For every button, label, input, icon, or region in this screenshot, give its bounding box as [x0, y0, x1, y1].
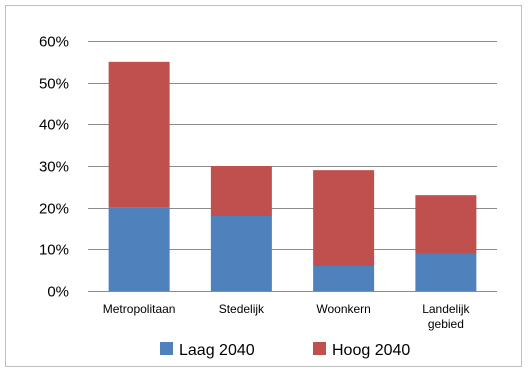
legend-label: Laag 2040 — [179, 342, 255, 359]
y-tick-label: 0% — [47, 284, 69, 301]
y-tick-label: 40% — [39, 117, 69, 134]
legend-swatch — [313, 342, 326, 355]
bar-segment — [313, 266, 375, 291]
y-tick-label: 60% — [39, 34, 69, 51]
bars — [108, 61, 477, 291]
x-tick-label: Stedelijk — [219, 302, 265, 316]
bar-segment — [415, 195, 477, 254]
bar-segment — [210, 216, 272, 291]
bar-segment — [210, 166, 272, 216]
y-tick-label: 30% — [39, 159, 69, 176]
bar-segment — [313, 170, 375, 266]
legend: Laag 2040 Hoog 2040 — [160, 342, 410, 359]
x-tick-label: Metropolitaan — [103, 302, 176, 316]
x-tick-label: Landelijk gebied — [422, 302, 470, 331]
legend-label: Hoog 2040 — [332, 342, 410, 359]
bar-segment — [415, 253, 477, 291]
bar-segment — [108, 61, 170, 208]
y-axis: 0% 10% 20% 30% 40% 50% 60% — [39, 34, 69, 301]
y-tick-label: 20% — [39, 201, 69, 218]
y-tick-label: 10% — [39, 242, 69, 259]
x-tick-label: Woonkern — [316, 302, 370, 316]
bar-segment — [108, 207, 170, 291]
y-tick-label: 50% — [39, 76, 69, 93]
legend-swatch — [160, 342, 173, 355]
x-axis: Metropolitaan Stedelijk Woonkern Landelijk g… — [103, 302, 471, 331]
